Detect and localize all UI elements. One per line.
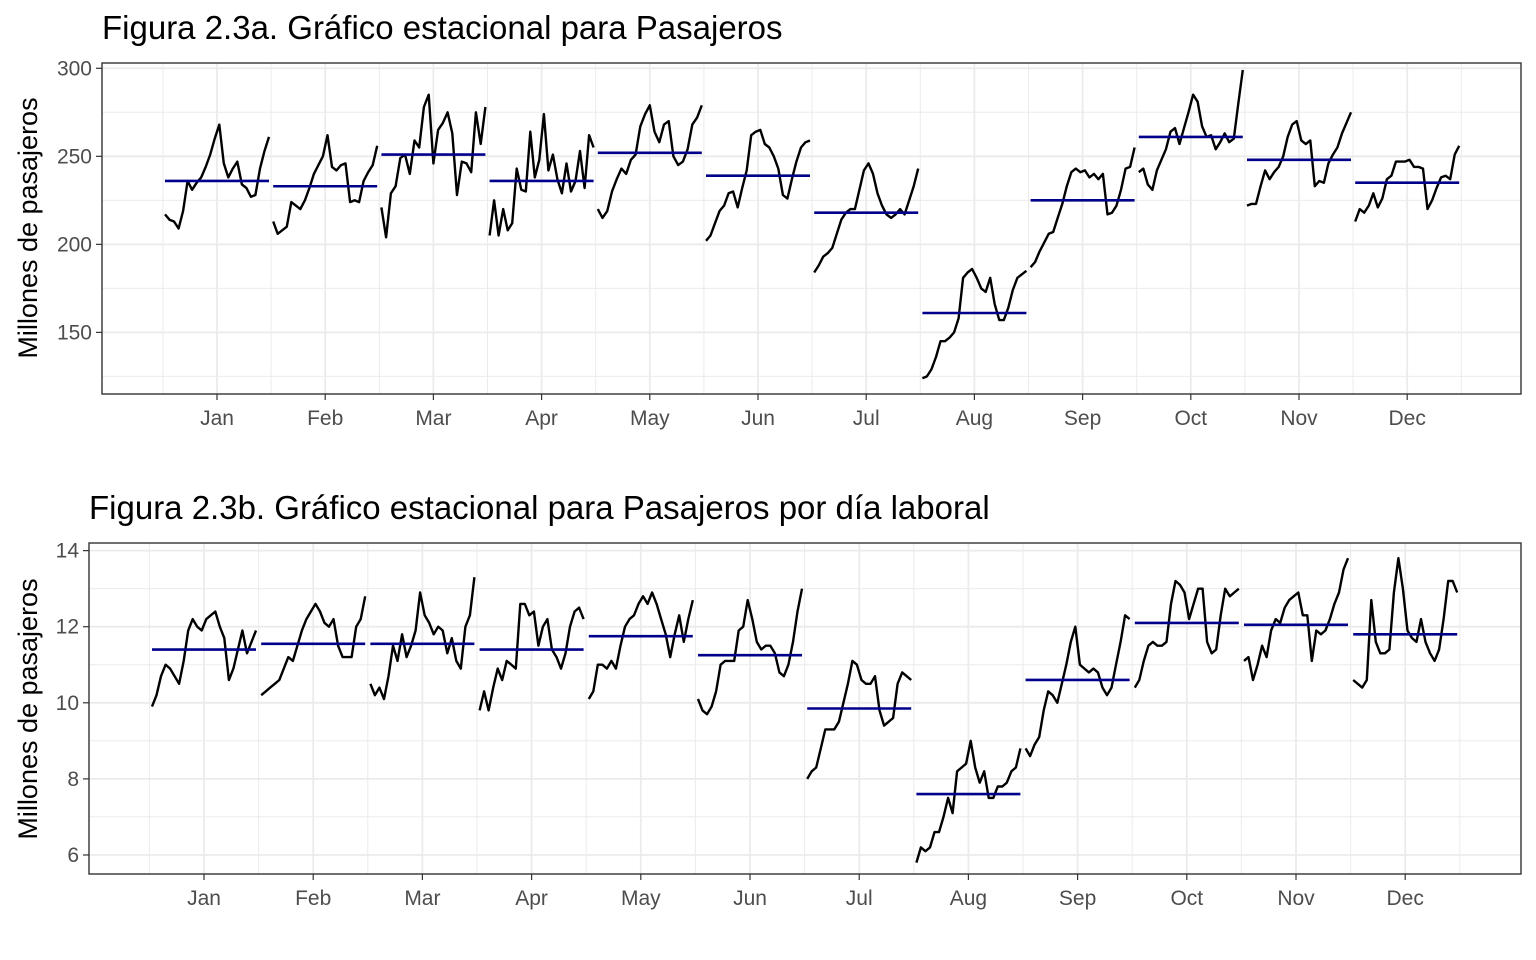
- series-line-feb: [260, 596, 367, 697]
- series-line-mar: [380, 93, 487, 239]
- y-tick-label: 150: [57, 321, 92, 344]
- x-tick-label-mar: Mar: [404, 887, 440, 910]
- chart-pasajeros-svg: Figura 2.3a. Gráfico estacional para Pas…: [13, 9, 1522, 430]
- chart-title: Figura 2.3b. Gráfico estacional para Pas…: [89, 489, 990, 526]
- x-tick-label-jun: Jun: [741, 407, 775, 430]
- x-tick-label-dec: Dec: [1387, 887, 1424, 910]
- x-tick-label-oct: Oct: [1174, 407, 1207, 430]
- y-tick-label: 14: [56, 540, 80, 563]
- x-tick-label-mar: Mar: [415, 407, 451, 430]
- x-tick-label-jul: Jul: [846, 887, 873, 910]
- series-line-aug: [915, 739, 1022, 863]
- y-tick-label: 6: [67, 844, 79, 867]
- y-tick-label: 250: [57, 145, 92, 168]
- x-tick-label-sep: Sep: [1064, 407, 1101, 430]
- y-axis-label: Millones de pasajeros: [13, 97, 43, 358]
- series-line-jul: [813, 162, 920, 274]
- x-tick-label-nov: Nov: [1280, 407, 1318, 430]
- x-tick-label-jul: Jul: [853, 407, 880, 430]
- series-line-sep: [1024, 614, 1131, 758]
- series-line-may: [587, 591, 694, 700]
- chart-title: Figura 2.3a. Gráfico estacional para Pas…: [102, 9, 783, 46]
- series-line-oct: [1133, 579, 1240, 689]
- y-tick-label: 8: [67, 768, 79, 791]
- x-tick-label-apr: Apr: [525, 407, 558, 430]
- y-tick-label: 10: [56, 692, 79, 715]
- x-tick-label-sep: Sep: [1059, 887, 1096, 910]
- panel-border: [88, 542, 1522, 875]
- plot-panel: 6 8 10 12 14 Jan Feb Mar Apr May Jun Jul Aug Sep Oct No…: [56, 540, 1522, 910]
- series-line-aug: [921, 267, 1028, 380]
- series-line-sep: [1029, 147, 1136, 268]
- series-line-dec: [1352, 556, 1459, 689]
- x-tick-label-aug: Aug: [950, 887, 987, 910]
- series-line-jun: [696, 588, 804, 716]
- chart-pasajeros: Figura 2.3a. Gráfico estacional para Pas…: [13, 9, 1522, 430]
- series-line-jan: [164, 123, 271, 230]
- chart-pasajeros-dia-laboral-svg: Figura 2.3b. Gráfico estacional para Pas…: [13, 489, 1522, 910]
- x-tick-label-dec: Dec: [1389, 407, 1426, 430]
- x-tick-label-jan: Jan: [187, 887, 221, 910]
- series-line-may: [596, 104, 703, 220]
- x-tick-label-feb: Feb: [295, 887, 331, 910]
- x-tick-label-jun: Jun: [733, 887, 767, 910]
- series-line-apr: [488, 112, 595, 237]
- y-axis-label: Millones de pasajeros: [13, 578, 43, 839]
- x-tick-label-jan: Jan: [200, 407, 234, 430]
- plot-panel: 150 200 250 300 Jan Feb Mar Apr May Jun Jul Aug Sep O…: [57, 57, 1522, 430]
- series-line-oct: [1138, 69, 1244, 192]
- x-tick-label-may: May: [630, 407, 670, 430]
- y-tick-label: 12: [56, 616, 79, 639]
- x-tick-label-may: May: [621, 887, 661, 910]
- series-line-mar: [369, 577, 476, 701]
- x-tick-label-oct: Oct: [1170, 887, 1203, 910]
- x-tick-label-nov: Nov: [1277, 887, 1315, 910]
- series-line-feb: [272, 133, 379, 236]
- series-line-nov: [1243, 557, 1350, 682]
- x-tick-label-feb: Feb: [307, 407, 343, 430]
- series-line-jan: [150, 610, 258, 708]
- x-tick-label-aug: Aug: [956, 407, 993, 430]
- panel-border: [101, 62, 1522, 395]
- chart-pasajeros-dia-laboral: Figura 2.3b. Gráfico estacional para Pas…: [0, 480, 1536, 960]
- series-line-nov: [1246, 111, 1353, 207]
- series-line-dec: [1354, 145, 1461, 222]
- x-tick-label-apr: Apr: [515, 887, 548, 910]
- series-line-jul: [806, 659, 912, 780]
- y-tick-label: 300: [57, 57, 92, 80]
- y-tick-label: 200: [57, 233, 92, 256]
